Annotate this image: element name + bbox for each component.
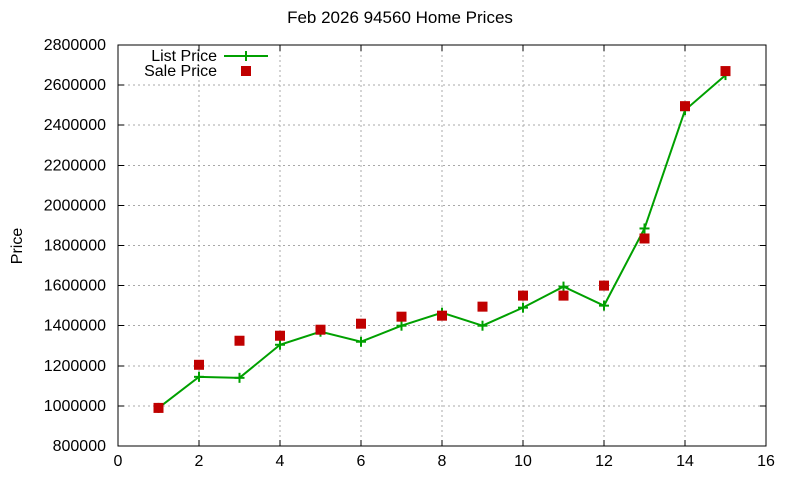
series-layer xyxy=(153,66,731,413)
sale-price-marker xyxy=(396,311,407,322)
x-tick-label: 16 xyxy=(757,453,775,470)
sale-price-marker xyxy=(234,335,245,346)
grid-layer xyxy=(118,45,766,446)
y-tick-label: 800000 xyxy=(53,438,106,455)
x-tick-label: 10 xyxy=(514,453,532,470)
sale-price-marker xyxy=(315,324,326,335)
y-axis-label: Price xyxy=(9,228,26,265)
sale-price-marker xyxy=(356,318,366,329)
legend: List Price Sale Price xyxy=(144,48,268,80)
tick-label-layer: 0 2 4 6 8 10 12 14 16 800000 1000000 1200000 1400000… xyxy=(44,37,775,470)
x-tick-label: 14 xyxy=(676,453,694,470)
sale-price-marker xyxy=(680,101,690,112)
y-tick-label: 1800000 xyxy=(44,238,106,255)
x-tick-label: 12 xyxy=(595,453,613,470)
y-tick-label: 1600000 xyxy=(44,278,106,295)
plot-frame xyxy=(117,44,767,447)
sale-price-marker xyxy=(477,301,488,312)
sale-price-marker xyxy=(720,66,731,77)
legend-sale-price-sample-marker xyxy=(241,66,251,76)
sale-price-marker xyxy=(437,310,447,321)
sale-price-marker xyxy=(275,330,285,341)
x-tick-label: 2 xyxy=(195,453,204,470)
y-tick-label: 2800000 xyxy=(44,37,106,54)
legend-sample-layer xyxy=(224,51,268,76)
legend-label-sale-price: Sale Price xyxy=(144,63,217,80)
sale-price-marker xyxy=(599,280,609,291)
x-tick-label: 4 xyxy=(276,453,285,470)
y-tick-label: 2200000 xyxy=(44,157,106,174)
x-tick-label: 6 xyxy=(357,453,366,470)
sale-price-marker xyxy=(153,402,164,413)
sale-price-marker xyxy=(194,359,204,370)
x-tick-label: 8 xyxy=(438,453,447,470)
sale-price-marker xyxy=(558,290,569,301)
chart-title: Feb 2026 94560 Home Prices xyxy=(287,8,513,27)
legend-label-list-price: List Price xyxy=(151,48,217,65)
sale-price-marker xyxy=(639,233,650,244)
y-tick-label: 2400000 xyxy=(44,117,106,134)
y-tick-label: 2600000 xyxy=(44,77,106,94)
y-tick-label: 2000000 xyxy=(44,197,106,214)
y-tick-label: 1000000 xyxy=(44,398,106,415)
y-tick-label: 1200000 xyxy=(44,358,106,375)
y-tick-label: 1400000 xyxy=(44,318,106,335)
sale-price-marker xyxy=(518,290,528,301)
x-tick-label: 0 xyxy=(114,453,123,470)
